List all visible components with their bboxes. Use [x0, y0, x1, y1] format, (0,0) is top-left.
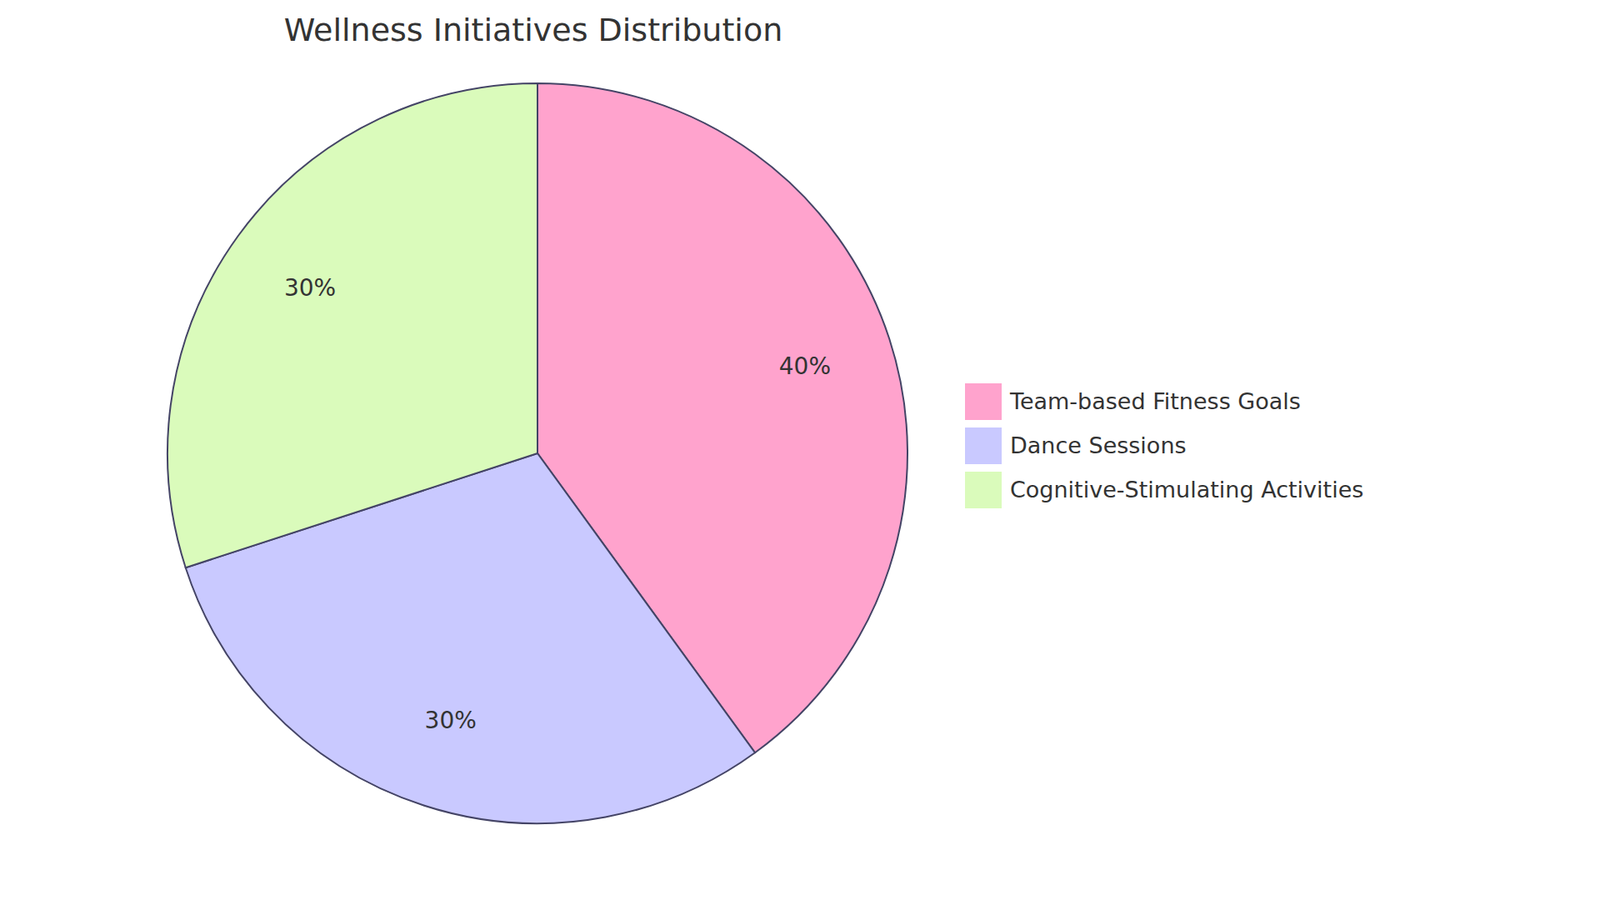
html-text:Cognitive-Stimulating Activiti: Cognitive-Stimulating Activities: [1010, 476, 1364, 503]
svg-text:40%: 40%: [779, 352, 831, 380]
html-text:Dance Sessions: Dance Sessions: [1010, 432, 1187, 459]
svg-text:30%: 30%: [284, 274, 336, 302]
html-text:Team-based Fitness Goals: Team-based Fitness Goals: [1010, 388, 1301, 415]
html-text:Wellness Initiatives Distribut: Wellness Initiatives Distribution: [284, 11, 783, 49]
svg-text:30%: 30%: [425, 706, 477, 735]
